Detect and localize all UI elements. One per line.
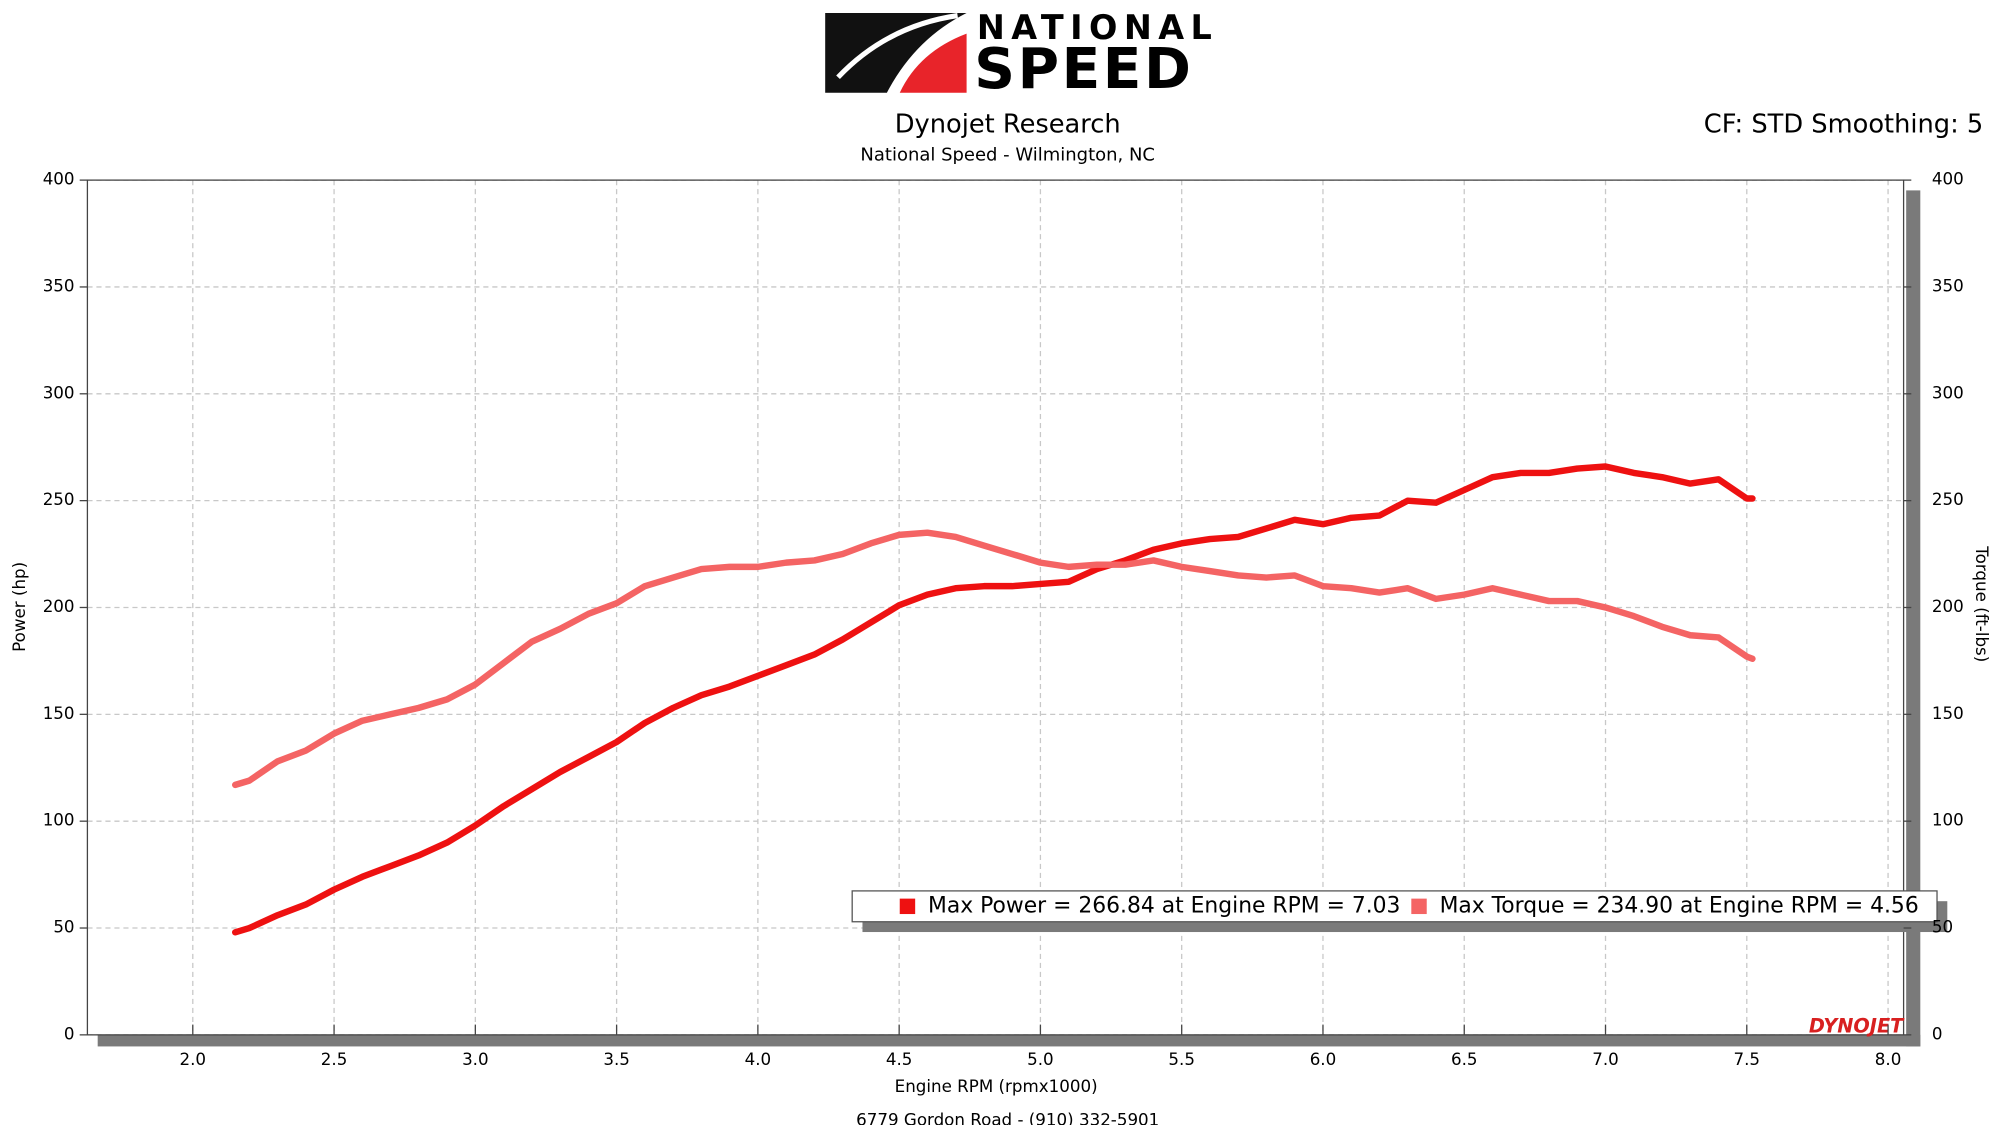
x-tick-label: 6.0	[1310, 1049, 1337, 1069]
y-tick-label: 0	[64, 1023, 75, 1043]
x-tick-label: 5.5	[1168, 1049, 1195, 1069]
x-tick-label: 6.5	[1451, 1049, 1478, 1069]
series-line	[232, 529, 1756, 789]
chart-subtitle: National Speed - Wilmington, NC	[860, 145, 1155, 166]
brand-line1: NATIONAL	[977, 8, 1218, 47]
y-tick-label: 200	[43, 596, 75, 616]
legend-swatch	[1411, 898, 1427, 915]
y2-tick-label: 100	[1932, 810, 1964, 830]
chart-title: Dynojet Research	[895, 109, 1121, 139]
y2-axis-label: Torque (ft-lbs)	[1972, 545, 1992, 662]
series-line	[232, 463, 1756, 936]
x-tick-label: 5.0	[1027, 1049, 1054, 1069]
y-tick-label: 250	[43, 489, 75, 509]
y-tick-label: 350	[43, 275, 75, 295]
x-tick-label: 2.5	[321, 1049, 348, 1069]
watermark: DYNOJET	[1809, 1015, 1905, 1038]
y2-tick-label: 150	[1932, 703, 1964, 723]
logo	[825, 13, 967, 93]
y2-tick-label: 300	[1932, 382, 1964, 402]
y-tick-label: 50	[53, 917, 74, 937]
x-tick-label: 4.0	[745, 1049, 772, 1069]
x-axis-label: Engine RPM (rpmx1000)	[895, 1076, 1098, 1096]
y-tick-label: 300	[43, 382, 75, 402]
y2-tick-label: 200	[1932, 596, 1964, 616]
legend-label: Max Power = 266.84 at Engine RPM = 7.03	[928, 893, 1400, 918]
axis-shadow	[97, 1034, 1921, 1047]
y-axis-label: Power (hp)	[9, 562, 29, 652]
y-tick-label: 100	[43, 810, 75, 830]
footer: 6779 Gordon Road - (910) 332-5901	[856, 1109, 1159, 1125]
legend: Max Power = 266.84 at Engine RPM = 7.03 M…	[851, 890, 1948, 933]
legend-box	[851, 890, 1938, 923]
y-tick-label: 150	[43, 703, 75, 723]
y2-tick-label: 50	[1932, 917, 1953, 937]
y2-tick-label: 400	[1932, 169, 1964, 189]
x-tick-label: 2.0	[180, 1049, 207, 1069]
legend-label: Max Torque = 234.90 at Engine RPM = 4.56	[1440, 893, 1919, 918]
x-tick-label: 7.5	[1734, 1049, 1761, 1069]
x-tick-label: 7.0	[1592, 1049, 1619, 1069]
y2-tick-label: 350	[1932, 275, 1964, 295]
legend-swatch	[899, 898, 916, 915]
x-tick-label: 3.5	[603, 1049, 630, 1069]
y2-tick-label: 250	[1932, 489, 1964, 509]
y2-tick-label: 0	[1932, 1023, 1943, 1043]
x-tick-label: 8.0	[1875, 1049, 1902, 1069]
x-tick-label: 4.5	[886, 1049, 913, 1069]
settings-note: CF: STD Smoothing: 5	[1704, 109, 1983, 139]
brand-line2: SPEED	[974, 37, 1193, 102]
axis-shadow	[1906, 190, 1921, 1047]
y-tick-label: 400	[43, 169, 75, 189]
x-tick-label: 3.0	[462, 1049, 489, 1069]
